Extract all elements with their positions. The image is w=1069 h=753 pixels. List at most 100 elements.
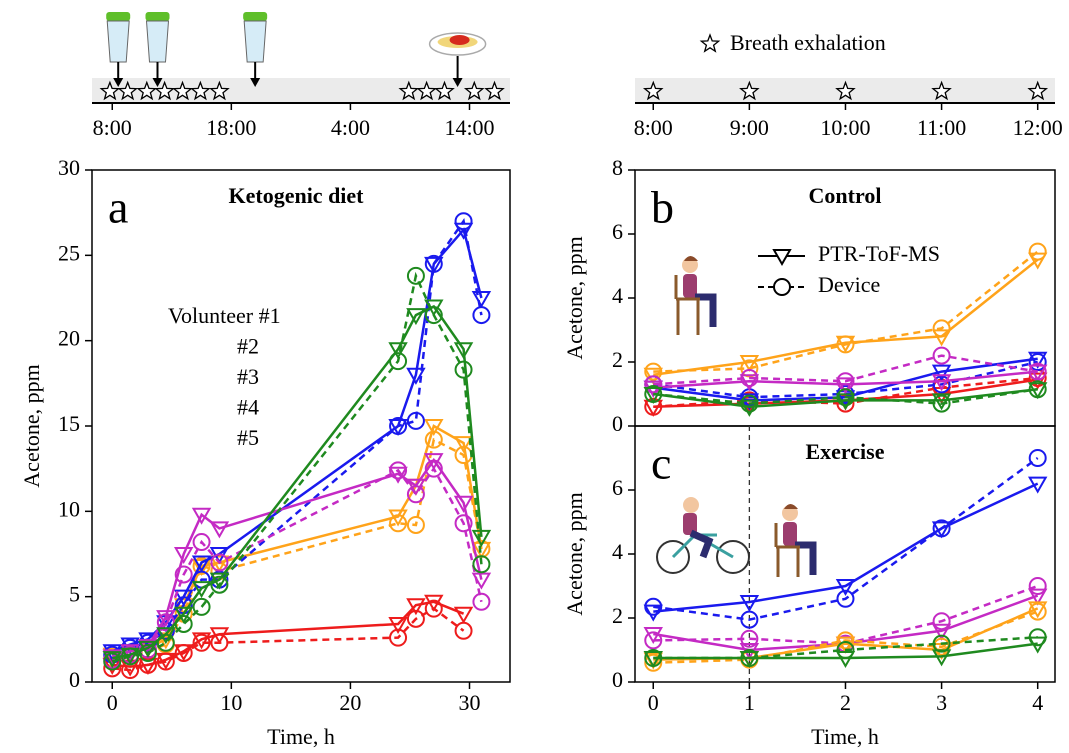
ptr-marker bbox=[191, 555, 212, 573]
ptr-marker bbox=[191, 507, 212, 525]
device-line bbox=[111, 271, 483, 663]
ptr-marker bbox=[931, 521, 952, 539]
y-tick-label: 0 bbox=[612, 667, 623, 692]
x-tick-label: 14:00 bbox=[444, 115, 494, 140]
shake-cup bbox=[145, 20, 170, 63]
device-marker bbox=[454, 621, 473, 640]
ptr-marker bbox=[388, 616, 408, 634]
device-marker bbox=[644, 653, 663, 672]
device-marker bbox=[192, 556, 211, 575]
breath-star bbox=[484, 80, 505, 101]
device-line bbox=[653, 250, 1039, 373]
ptr-marker bbox=[835, 579, 856, 597]
device-marker bbox=[424, 459, 443, 478]
person-sitting-icon bbox=[774, 504, 817, 577]
y-axis-label: Acetone, ppm bbox=[562, 236, 587, 359]
ptr-line bbox=[653, 258, 1039, 377]
ptr-marker bbox=[471, 541, 492, 559]
ptr-marker bbox=[835, 636, 856, 654]
panel-title: Control bbox=[809, 183, 882, 208]
y-tick-label: 10 bbox=[58, 496, 80, 521]
y-tick-label: 0 bbox=[69, 667, 80, 692]
device-line bbox=[112, 607, 465, 672]
ptr-marker bbox=[388, 419, 408, 437]
device-line bbox=[111, 466, 483, 662]
device-marker bbox=[454, 514, 473, 533]
ptr-marker bbox=[739, 595, 760, 613]
x-tick-label: 1 bbox=[744, 690, 755, 715]
device-marker bbox=[836, 335, 855, 354]
ptr-marker bbox=[209, 572, 230, 590]
breath-star bbox=[434, 80, 455, 101]
shake-icon bbox=[243, 12, 268, 87]
shake-lid bbox=[106, 12, 131, 21]
y-tick-label: 20 bbox=[58, 326, 80, 351]
ptr-marker bbox=[388, 342, 408, 360]
shake-icon bbox=[106, 12, 131, 87]
device-marker bbox=[1028, 577, 1047, 595]
device-marker bbox=[932, 394, 951, 413]
y-tick-label: 4 bbox=[612, 539, 623, 564]
y-tick-label: 2 bbox=[612, 603, 623, 628]
device-marker bbox=[472, 592, 491, 611]
ptr-marker bbox=[1027, 364, 1048, 382]
device-marker bbox=[472, 555, 491, 574]
device-marker bbox=[644, 385, 663, 403]
shake-icon bbox=[145, 12, 170, 87]
legend-marker bbox=[773, 278, 791, 296]
ptr-marker bbox=[1027, 351, 1048, 369]
x-tick-label: 9:00 bbox=[730, 115, 769, 140]
breath-star bbox=[117, 80, 139, 101]
panel-title: Exercise bbox=[805, 439, 884, 464]
ptr-marker bbox=[739, 399, 760, 417]
y-tick-label: 5 bbox=[69, 582, 80, 607]
y-tick-label: 0 bbox=[612, 411, 623, 436]
ptr-marker bbox=[739, 355, 760, 373]
device-marker bbox=[138, 643, 157, 662]
device-line bbox=[111, 437, 483, 660]
device-marker bbox=[1028, 353, 1047, 371]
ptr-marker bbox=[1027, 382, 1048, 400]
legend-label: #3 bbox=[237, 364, 259, 389]
device-marker bbox=[740, 610, 759, 629]
sauce bbox=[449, 35, 470, 45]
device-marker bbox=[932, 612, 951, 631]
device-marker bbox=[121, 647, 140, 666]
device-marker bbox=[740, 359, 759, 378]
device-marker bbox=[836, 641, 855, 659]
y-tick-label: 8 bbox=[612, 155, 623, 180]
x-tick-label: 10 bbox=[220, 690, 242, 715]
ptr-marker bbox=[643, 627, 663, 645]
x-tick-label: 0 bbox=[107, 690, 118, 715]
ptr-marker bbox=[209, 521, 230, 539]
y-tick-label: 30 bbox=[58, 155, 80, 180]
device-marker bbox=[406, 266, 425, 285]
device-marker bbox=[644, 362, 663, 381]
person-sitting-icon bbox=[674, 256, 717, 335]
device-marker bbox=[836, 631, 855, 650]
device-marker bbox=[932, 319, 951, 338]
device-marker bbox=[156, 613, 175, 632]
ptr-marker bbox=[191, 581, 212, 599]
device-marker bbox=[424, 599, 443, 618]
device-marker bbox=[156, 633, 175, 652]
device-marker bbox=[424, 430, 443, 449]
device-marker bbox=[424, 306, 443, 325]
device-line bbox=[653, 354, 1038, 386]
device-line bbox=[653, 610, 1039, 665]
breath-star bbox=[172, 80, 193, 101]
device-marker bbox=[932, 519, 951, 538]
device-marker bbox=[1028, 380, 1047, 399]
x-tick-label: 8:00 bbox=[93, 115, 132, 140]
device-marker bbox=[406, 485, 425, 504]
ptr-marker bbox=[156, 610, 176, 628]
device-line bbox=[653, 635, 1038, 660]
device-marker bbox=[389, 628, 408, 647]
x-tick-label: 11:00 bbox=[917, 115, 966, 140]
device-marker bbox=[174, 614, 193, 633]
panel-label: a bbox=[108, 182, 128, 233]
device-marker bbox=[389, 514, 408, 533]
device-marker bbox=[210, 575, 229, 594]
breath-star bbox=[463, 80, 485, 101]
device-marker bbox=[192, 533, 211, 552]
